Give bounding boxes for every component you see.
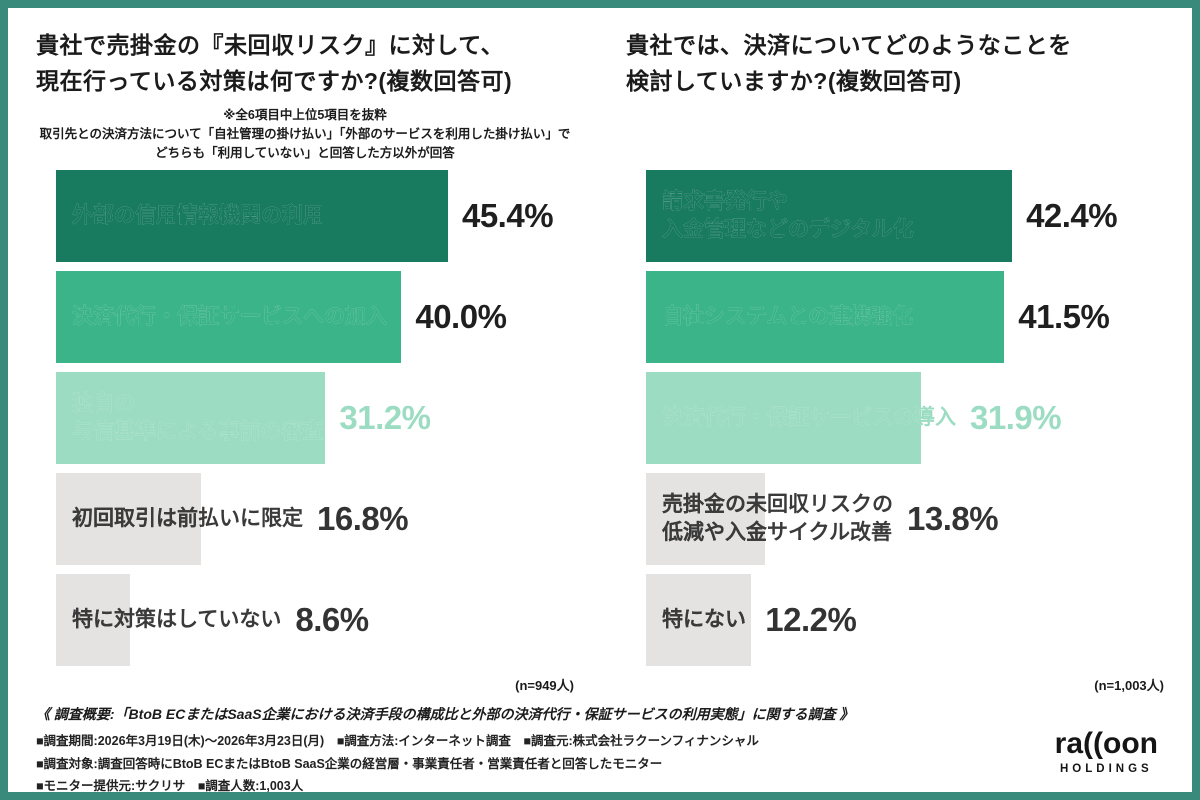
bar: 特に対策はしていない bbox=[56, 574, 131, 666]
survey-detail-line: ■調査対象:調査回答時にBtoB ECまたはBtoB SaaS企業の経営層・事業… bbox=[36, 756, 663, 771]
bar-label: 初回取引は前払いに限定 bbox=[72, 506, 303, 530]
bar-label-inside: 売掛金の未回収リスクの 低減や入金サイクル改善 bbox=[662, 492, 766, 544]
bar-label-inside: 決済代行・保証サービスへの加入 bbox=[72, 304, 387, 328]
bar: 自社システムとの連携強化 bbox=[646, 271, 1005, 363]
bar-label-inside: 特に対策はしていない bbox=[72, 607, 131, 631]
bar-value: 8.6% bbox=[295, 601, 369, 638]
chart-left: 貴社で売掛金の『未回収リスク』に対して、 現在行っている対策は何ですか?(複数回… bbox=[36, 28, 574, 694]
chart-right-title: 貴社では、決済についてどのようなことを 検討していますか?(複数回答可) bbox=[626, 32, 1072, 94]
bar-value: 42.4% bbox=[1026, 197, 1118, 234]
bar-label: 請求書発行や 入金管理などのデジタル化 bbox=[662, 189, 914, 241]
bar-row: 売掛金の未回収リスクの 低減や入金サイクル改善 売掛金の未回収リスクの 低減や入… bbox=[646, 473, 1164, 565]
raccoon-logo-wordmark: ra((oon bbox=[1054, 726, 1158, 760]
bar-label-inside: 請求書発行や 入金管理などのデジタル化 bbox=[662, 189, 914, 241]
bar-value: 16.8% bbox=[317, 500, 409, 537]
chart-left-title: 貴社で売掛金の『未回収リスク』に対して、 現在行っている対策は何ですか?(複数回… bbox=[36, 32, 513, 94]
bar: 初回取引は前払いに限定 bbox=[56, 473, 202, 565]
bar: 独自の 与信基準による事前の審査 bbox=[56, 372, 326, 464]
bar-label: 決済代行・保証サービスへの加入 bbox=[72, 304, 387, 328]
bar-label: 外部の信用情報機関の利用 bbox=[72, 203, 324, 227]
chart-left-note-sub: 取引先との決済方法について「自社管理の掛け払い」「外部のサービスを利用した掛け払… bbox=[39, 127, 571, 161]
chart-left-header: 貴社で売掛金の『未回収リスク』に対して、 現在行っている対策は何ですか?(複数回… bbox=[36, 28, 574, 170]
bar-value: 45.4% bbox=[461, 197, 554, 234]
bar-row: 自社システムとの連携強化 自社システムとの連携強化 41.5% bbox=[646, 271, 1164, 363]
bar-value: 40.0% bbox=[415, 298, 507, 335]
bar-value: 12.2% bbox=[765, 601, 857, 638]
raccoon-holdings-logo: ra((oon HOLDINGS bbox=[1055, 727, 1164, 775]
chart-right-bars: 請求書発行や 入金管理などのデジタル化 請求書発行や 入金管理などのデジタル化 4… bbox=[646, 170, 1164, 666]
sample-size-right: (n=1,003人) bbox=[1094, 678, 1164, 693]
bar-label: 特にない bbox=[662, 607, 746, 631]
bar-label: 独自の 与信基準による事前の審査 bbox=[72, 391, 324, 443]
survey-overview-headline: 《 調査概要:「BtoB ECまたはSaaS企業における決済手段の構成比と外部の… bbox=[36, 706, 854, 722]
sample-size-left: (n=949人) bbox=[515, 678, 574, 693]
bar-value: 31.2% bbox=[339, 399, 431, 436]
bar: 決済代行・保証サービスの導入 bbox=[646, 372, 922, 464]
bar-label: 自社システムとの連携強化 bbox=[662, 304, 914, 328]
bar: 決済代行・保証サービスへの加入 bbox=[56, 271, 402, 363]
bar-label: 売掛金の未回収リスクの 低減や入金サイクル改善 bbox=[662, 492, 893, 544]
bar: 売掛金の未回収リスクの 低減や入金サイクル改善 bbox=[646, 473, 766, 565]
survey-overview: 《 調査概要:「BtoB ECまたはSaaS企業における決済手段の構成比と外部の… bbox=[36, 704, 1039, 798]
bar-value: 31.9% bbox=[970, 399, 1062, 436]
bar-label-inside: 自社システムとの連携強化 bbox=[662, 304, 914, 328]
bar-label-inside: 独自の 与信基準による事前の審査 bbox=[72, 391, 324, 443]
bar-row: 特にない 特にない 12.2% bbox=[646, 574, 1164, 666]
chart-left-bars: 外部の信用情報機関の利用 外部の信用情報機関の利用 45.4% 決済代行・保証サー… bbox=[56, 170, 574, 666]
raccoon-logo-subtext: HOLDINGS bbox=[1059, 762, 1153, 775]
chart-right: 貴社では、決済についてどのようなことを 検討していますか?(複数回答可) 請求書… bbox=[626, 28, 1164, 694]
survey-detail-line: ■調査期間:2026年3月19日(木)〜2026年3月23日(月) ■調査方法:… bbox=[36, 734, 759, 748]
bar-row: 独自の 与信基準による事前の審査 独自の 与信基準による事前の審査 31.2% bbox=[56, 372, 574, 464]
infographic: 貴社で売掛金の『未回収リスク』に対して、 現在行っている対策は何ですか?(複数回… bbox=[8, 8, 1192, 694]
bar-label-inside: 初回取引は前払いに限定 bbox=[72, 506, 201, 530]
bar: 外部の信用情報機関の利用 bbox=[56, 170, 448, 262]
bar: 特にない bbox=[646, 574, 752, 666]
survey-detail-line: ■モニター提供元:サクリサ ■調査人数:1,003人 bbox=[36, 779, 304, 793]
footer: 《 調査概要:「BtoB ECまたはSaaS企業における決済手段の構成比と外部の… bbox=[8, 694, 1192, 798]
bar-label-inside: 決済代行・保証サービスの導入 bbox=[662, 405, 921, 429]
bar-value: 13.8% bbox=[907, 500, 999, 537]
chart-right-header: 貴社では、決済についてどのようなことを 検討していますか?(複数回答可) bbox=[626, 28, 1164, 170]
bar-label-inside: 特にない bbox=[662, 607, 746, 631]
chart-columns: 貴社で売掛金の『未回収リスク』に対して、 現在行っている対策は何ですか?(複数回… bbox=[36, 28, 1164, 694]
bar-label: 決済代行・保証サービスの導入 bbox=[662, 405, 956, 429]
bar-value: 41.5% bbox=[1018, 298, 1110, 335]
bar-row: 決済代行・保証サービスへの加入 決済代行・保証サービスへの加入 40.0% bbox=[56, 271, 574, 363]
bar-label-inside: 外部の信用情報機関の利用 bbox=[72, 203, 324, 227]
bar: 請求書発行や 入金管理などのデジタル化 bbox=[646, 170, 1013, 262]
bar-row: 外部の信用情報機関の利用 外部の信用情報機関の利用 45.4% bbox=[56, 170, 574, 262]
bar-label: 特に対策はしていない bbox=[72, 607, 282, 631]
bar-row: 請求書発行や 入金管理などのデジタル化 請求書発行や 入金管理などのデジタル化 4… bbox=[646, 170, 1164, 262]
chart-left-note-top: ※全6項目中上位5項目を抜粋 bbox=[223, 108, 387, 123]
